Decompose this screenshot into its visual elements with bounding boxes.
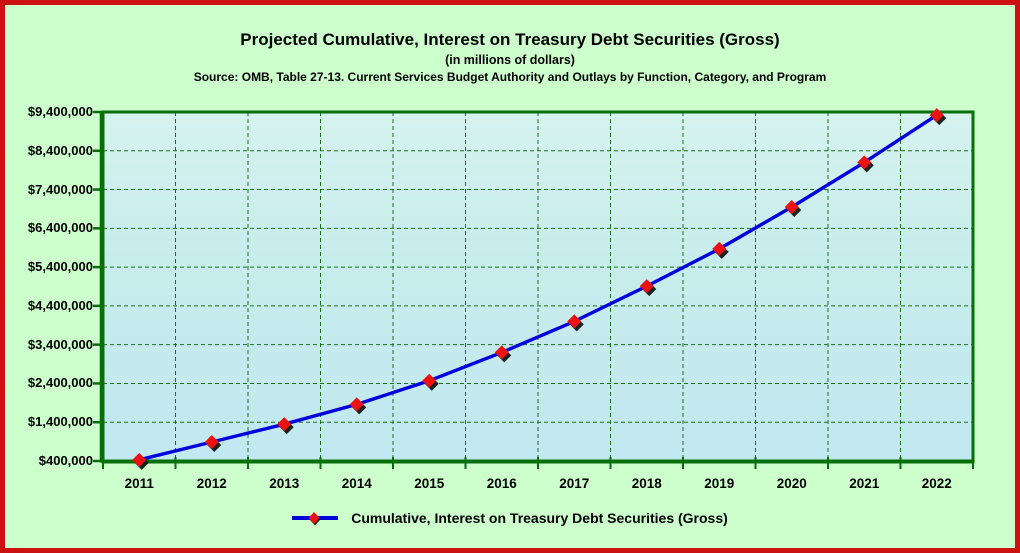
x-tick-label: 2022 xyxy=(921,476,952,491)
x-tick-label: 2021 xyxy=(849,476,880,491)
x-tick-label: 2016 xyxy=(486,476,517,491)
data-point-marker xyxy=(784,200,799,215)
data-point-marker xyxy=(349,397,364,412)
y-tick-label: $8,400,000 xyxy=(27,142,93,158)
x-tick-label: 2013 xyxy=(269,476,300,491)
x-tick-label: 2017 xyxy=(559,476,590,491)
data-point-marker xyxy=(712,241,727,256)
data-point-marker xyxy=(929,108,944,123)
legend-diamond-icon xyxy=(308,512,320,524)
y-tick-label: $4,400,000 xyxy=(27,297,93,313)
y-tick-label: $3,400,000 xyxy=(27,336,93,352)
x-tick-label: 2014 xyxy=(341,476,372,491)
plot-svg xyxy=(93,108,975,470)
y-tick-label: $5,400,000 xyxy=(27,259,93,275)
data-point-marker xyxy=(857,155,872,170)
y-tick-label: $400,000 xyxy=(38,453,93,468)
y-tick-label: $9,400,000 xyxy=(27,104,93,119)
legend: Cumulative, Interest on Treasury Debt Se… xyxy=(5,510,1015,526)
x-tick-label: 2018 xyxy=(631,476,662,491)
data-point-marker xyxy=(132,452,147,467)
x-tick-label: 2019 xyxy=(704,476,735,491)
plot-area xyxy=(93,108,975,470)
series-line xyxy=(137,113,939,462)
legend-label: Cumulative, Interest on Treasury Debt Se… xyxy=(351,510,728,526)
data-point-marker xyxy=(277,417,292,432)
chart-source-note: Source: OMB, Table 27-13. Current Servic… xyxy=(193,70,827,84)
y-tick-label: $1,400,000 xyxy=(27,414,93,430)
data-point-marker xyxy=(204,434,219,449)
y-tick-label: $7,400,000 xyxy=(27,181,93,197)
chart-subtitle: (in millions of dollars) xyxy=(445,53,575,67)
data-point-marker xyxy=(639,279,654,294)
y-tick-label: $2,400,000 xyxy=(27,375,93,391)
legend-line-marker-icon xyxy=(292,512,339,526)
x-tick-label: 2011 xyxy=(124,476,154,491)
chart-title: Projected Cumulative, Interest on Treasu… xyxy=(240,30,780,49)
x-tick-label: 2020 xyxy=(776,476,807,491)
data-point-marker xyxy=(422,373,437,388)
title-block: Projected Cumulative, Interest on Treasu… xyxy=(5,29,1015,84)
x-tick-label: 2015 xyxy=(414,476,445,491)
chart-canvas: Projected Cumulative, Interest on Treasu… xyxy=(5,5,1015,548)
data-point-marker xyxy=(494,345,509,360)
y-tick-label: $6,400,000 xyxy=(27,220,93,236)
x-tick-label: 2012 xyxy=(196,476,227,491)
data-point-marker xyxy=(567,314,582,329)
